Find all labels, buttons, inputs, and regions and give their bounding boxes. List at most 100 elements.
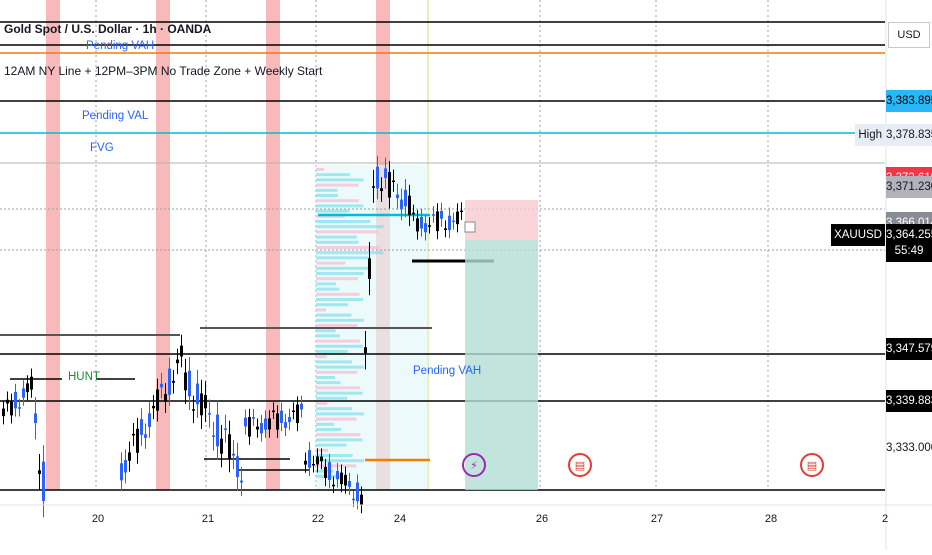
annotation-pending-vah-top: Pending VAH [86,40,155,52]
price-label: 55:49 [886,239,932,262]
volume-profile-bar [316,240,359,244]
candle-body [320,456,323,462]
currency-button[interactable]: USD [888,22,930,48]
candle-body [352,498,355,501]
candle-body [460,210,463,213]
candle-body [136,428,139,453]
volume-profile-bar [316,318,364,322]
volume-profile-bar [316,282,337,286]
price-axis-bg [886,0,932,550]
candle-body [316,456,319,465]
candle-body [296,404,299,424]
candle-body [348,480,351,487]
candle-body [18,407,21,409]
candle-body [240,480,243,483]
candle-body [200,393,203,416]
candle-body [176,359,179,364]
candle-body [412,212,415,215]
candle-body [420,216,423,229]
volume-profile-bar [316,230,379,234]
volume-profile-bar [316,360,352,364]
candle-body [332,484,335,487]
time-tick-label: 24 [393,513,407,525]
candle-body [132,433,135,436]
candle-body [14,391,17,409]
volume-profile-bar [316,370,358,374]
volume-profile-bar [316,438,363,442]
candle-body [364,347,367,354]
volume-profile-bar [316,313,352,317]
price-label: 3,339.883 [886,390,932,412]
us-flag-icon[interactable]: ▤ [568,453,592,477]
lightning-icon[interactable]: ⚡ [462,453,486,477]
candle-body [148,413,151,427]
volume-profile-bar [316,292,360,296]
candle-body [280,410,283,423]
candle-body [360,494,363,505]
candle-body [260,423,263,434]
volume-profile-bar [316,287,340,291]
volume-profile-bar [316,183,359,187]
price-label: 3,383.895 [886,90,932,112]
candle-body [192,409,195,411]
candle-body [204,394,207,409]
candle-body [160,383,163,388]
candle-body [212,435,215,437]
candle-body [26,383,29,393]
candle-body [308,450,311,468]
candle-body [392,180,395,183]
candle-body [276,413,279,430]
no-trade-zone [156,0,170,490]
volume-profile-bar [316,454,353,457]
candle-body [156,389,159,411]
candle-body [22,388,25,398]
candle-body [336,471,339,480]
volume-profile-bar [316,329,336,333]
volume-profile-bar [316,225,384,229]
volume-profile-bar [316,194,339,197]
candle-body [152,405,155,409]
candle-body [236,456,239,478]
candle-body [144,434,147,438]
volume-profile-bar [316,339,360,343]
candle-body [428,225,431,227]
candle-body [172,380,175,383]
annotation-pending-vah-bottom: Pending VAH [413,365,482,377]
volume-profile-bar [316,272,364,275]
volume-profile-bar [316,402,328,405]
high-tag: High [855,124,885,147]
indicator-legend[interactable]: 12AM NY Line + 12PM–3PM No Trade Zone + … [4,64,323,78]
candle-body [424,223,427,233]
volume-profile-bar [316,391,363,395]
volume-profile-bar [316,443,347,447]
volume-profile-bar [316,246,380,249]
volume-profile-bar [316,235,357,239]
candle-body [380,188,383,192]
candle-body [404,189,407,207]
candle-body [284,422,287,428]
candle-body [228,434,231,459]
volume-profile-bar [316,214,345,218]
time-tick-label: 2 [881,513,889,525]
annotation-pending-val: Pending VAL [82,110,149,122]
symbol-title[interactable]: Gold Spot / U.S. Dollar · 1h · OANDA [4,22,212,36]
candle-body [456,211,459,225]
volume-profile-bar [316,266,371,270]
us-flag-icon[interactable]: ▤ [800,453,824,477]
volume-profile-bar [316,350,348,353]
candle-body [368,258,371,279]
candle-body [268,418,271,430]
price-label: 3,333.000 [886,441,932,454]
candle-body [208,413,211,415]
candle-body [164,394,167,402]
volume-profile-bar [316,344,363,348]
annotation-hunt: HUNT [68,371,100,383]
volume-profile-bar [316,417,357,421]
candle-body [444,228,447,230]
candle-body [38,470,41,474]
candle-body [408,195,411,216]
volume-profile-bar [316,308,327,312]
time-tick-label: 27 [650,513,664,525]
